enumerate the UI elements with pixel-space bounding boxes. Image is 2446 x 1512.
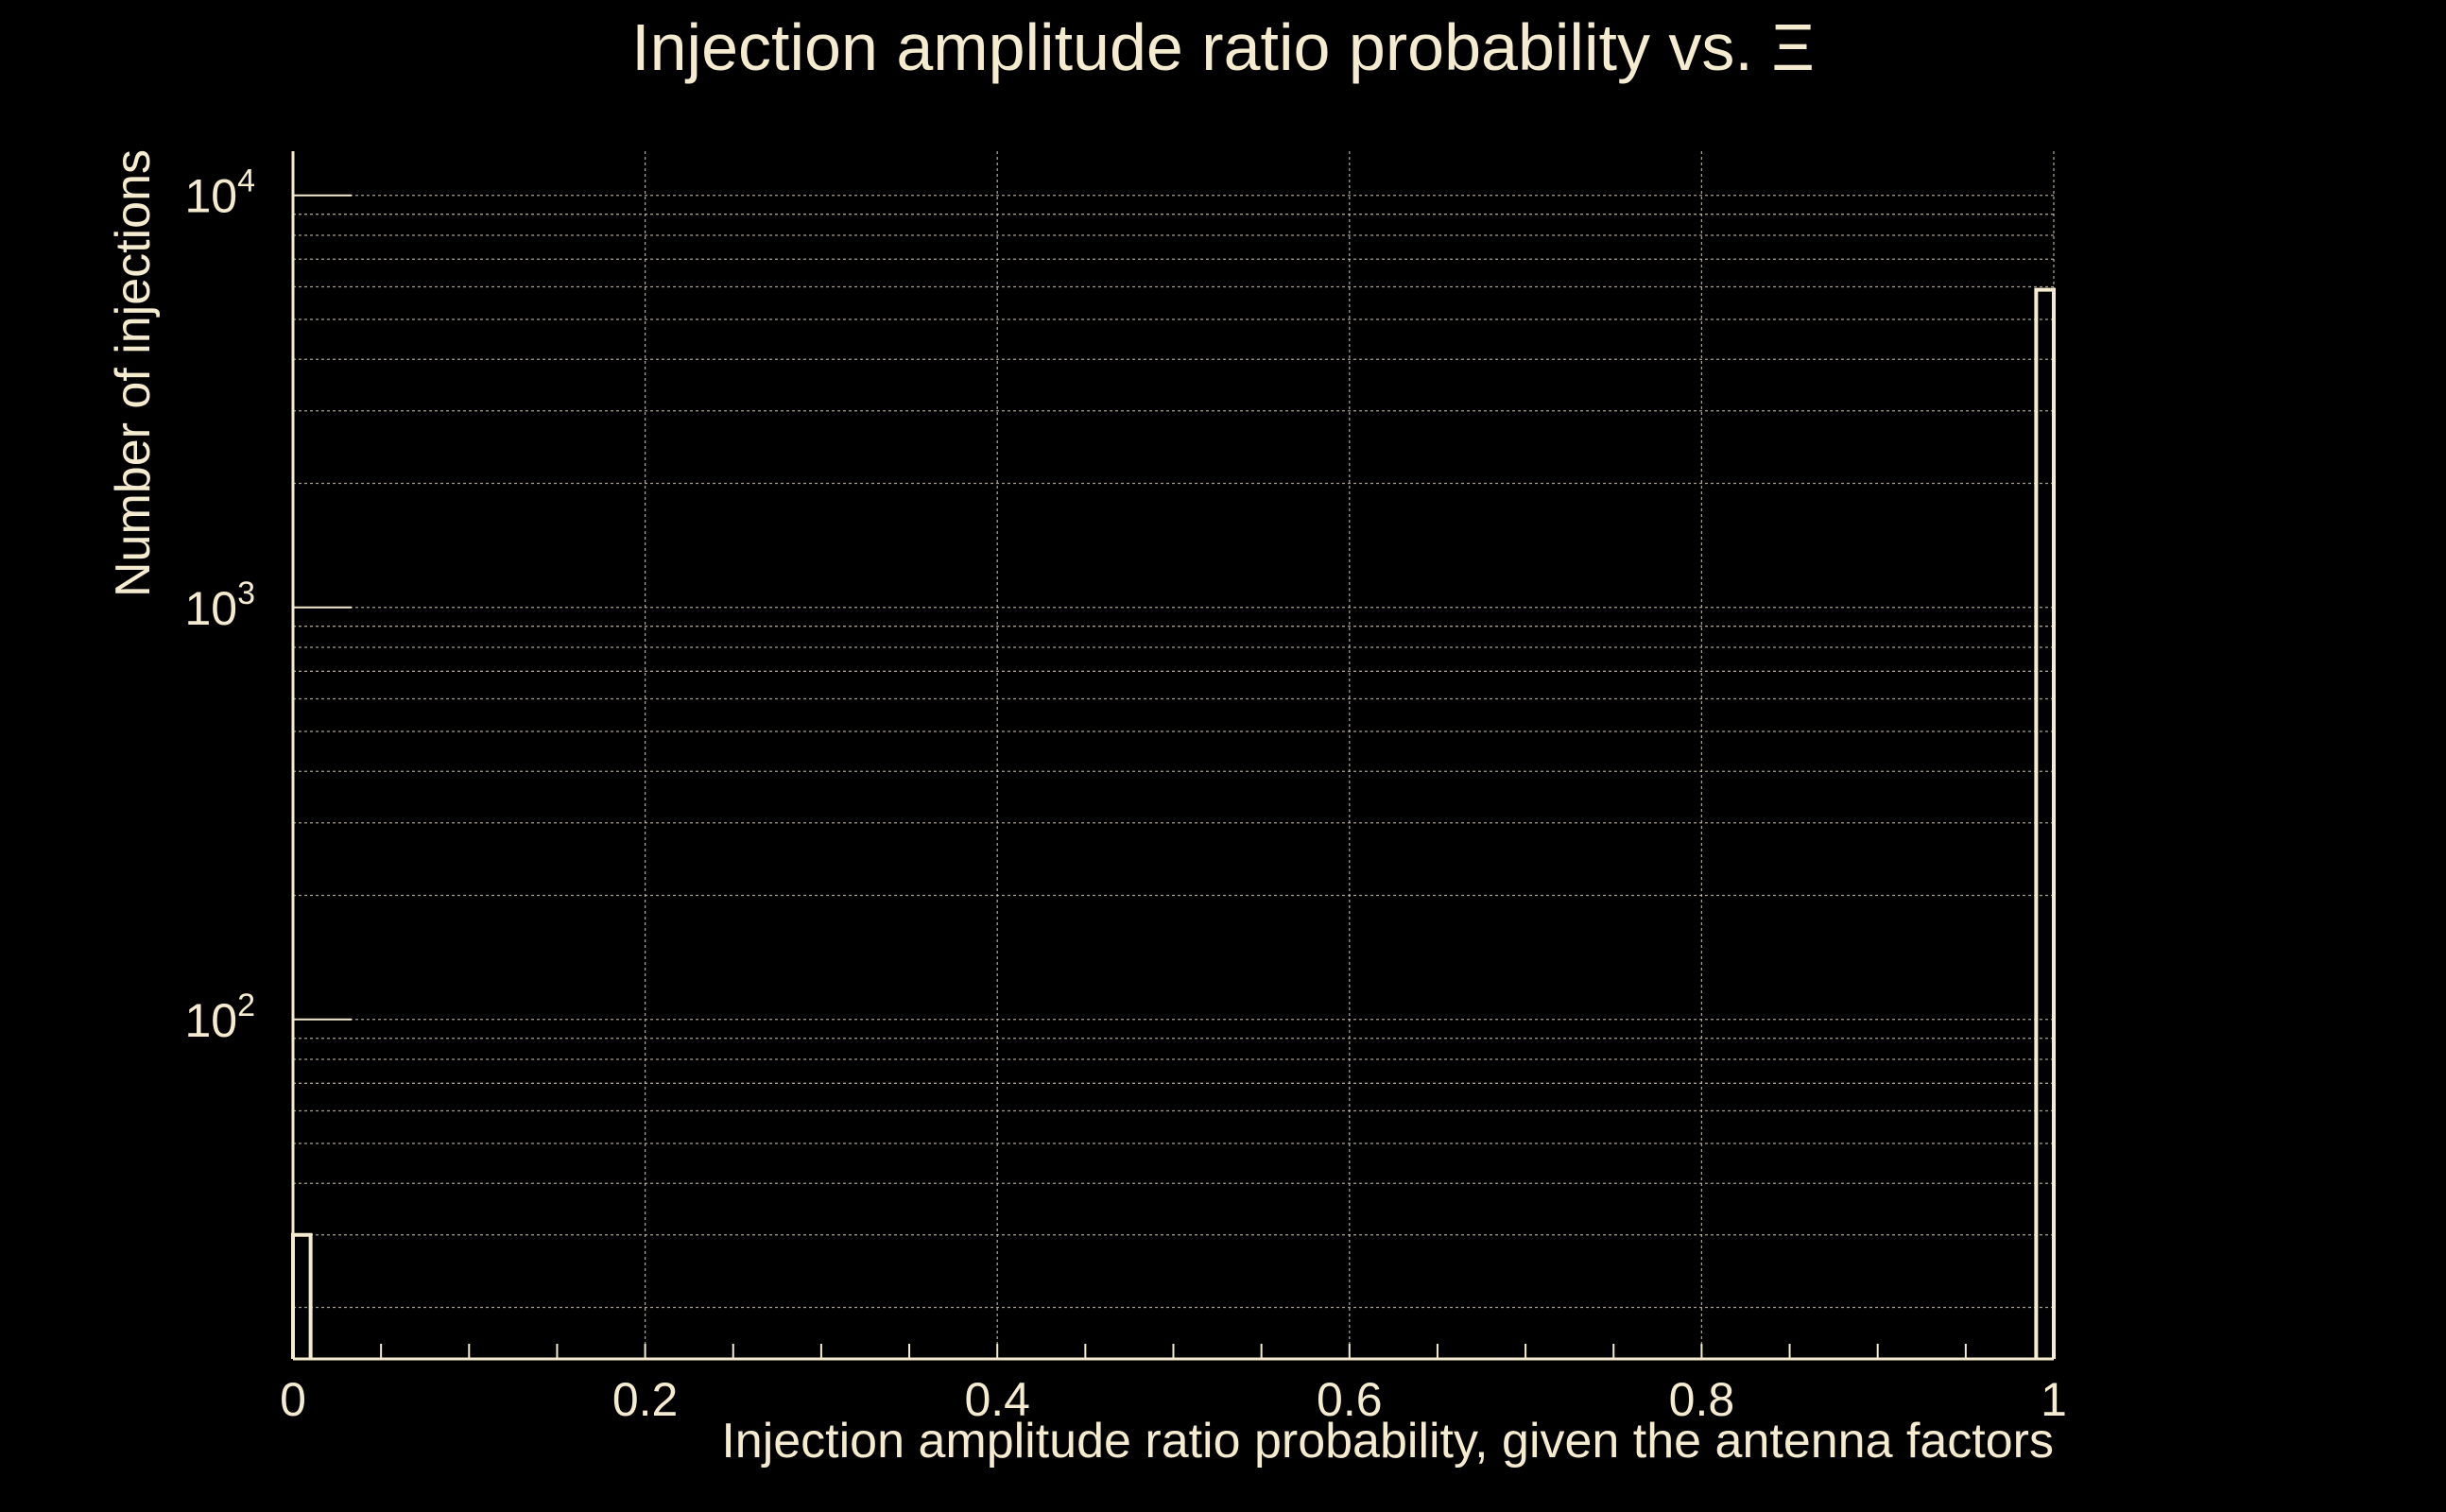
x-tick-label: 1 [2041,1373,2067,1426]
histogram-bars [291,287,2056,1359]
minor-ticks [293,194,1967,1359]
chart-title: Injection amplitude ratio probability vs… [631,10,1815,84]
x-tick-label: 0.4 [964,1373,1030,1426]
grid-lines [292,151,2055,1359]
y-tick-labels: 102 103 104 [184,163,255,1047]
histogram-bar [291,1232,313,1359]
y-tick-label: 102 [184,988,255,1047]
x-axis-label: Injection amplitude ratio probability, g… [721,1414,2054,1469]
x-tick-label: 0.8 [1669,1373,1735,1426]
y-tick-label: 104 [184,163,255,223]
histogram-bar [2034,287,2056,1359]
x-tick-label: 0.6 [1317,1373,1383,1426]
y-tick-label: 103 [184,576,255,635]
x-tick-label: 0 [280,1373,306,1426]
y-axis-label: Number of injections [106,149,161,597]
x-tick-label: 0.2 [612,1373,679,1426]
x-tick-labels: 0 0.2 0.4 0.6 0.8 1 [280,1373,2067,1426]
axes [291,151,2054,1361]
